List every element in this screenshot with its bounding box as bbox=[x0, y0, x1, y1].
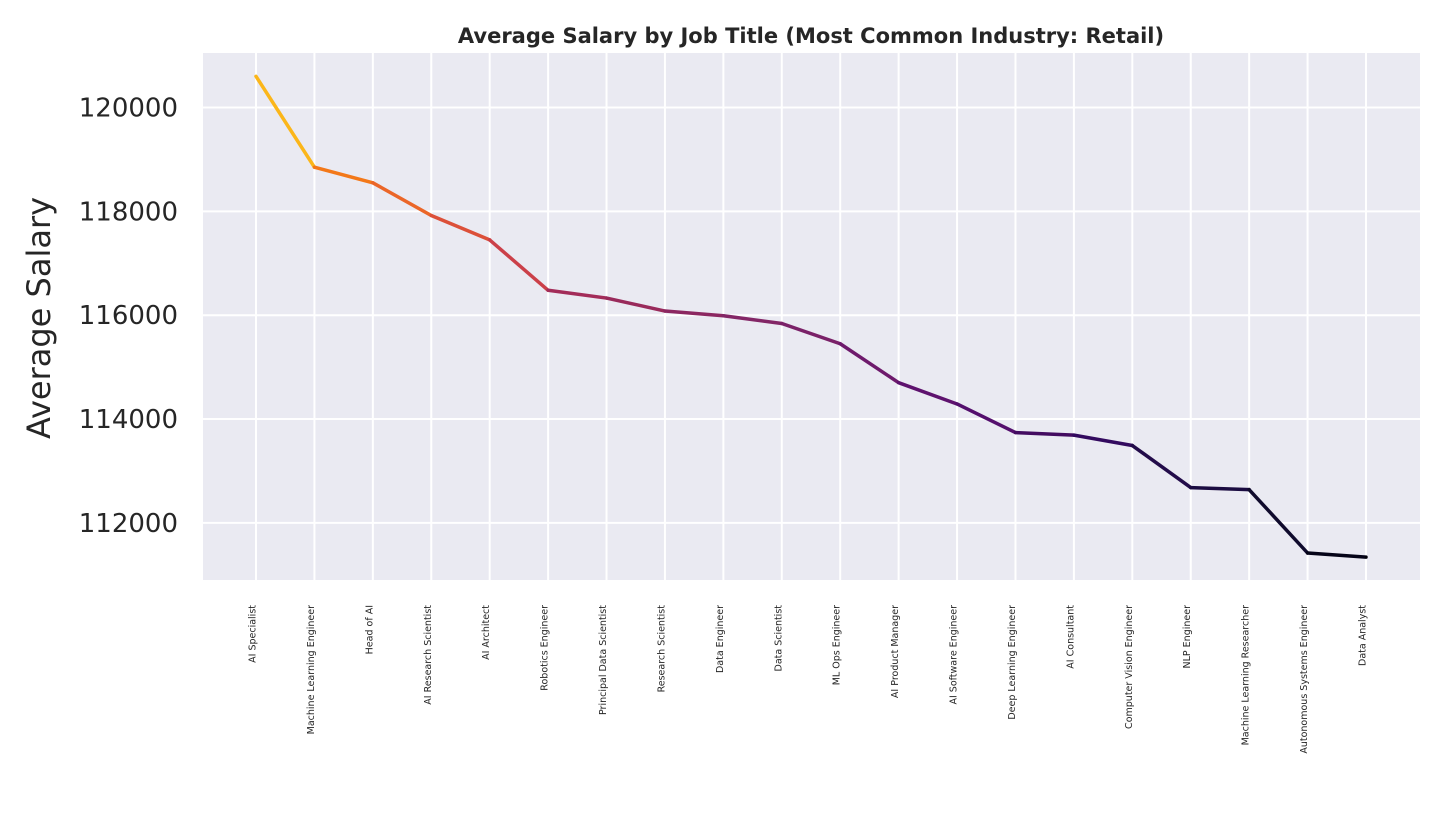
x-tick-label: Deep Learning Engineer bbox=[1007, 605, 1018, 720]
x-tick-label: ML Ops Engineer bbox=[832, 605, 843, 685]
line-segment bbox=[1130, 443, 1193, 490]
x-tick-label: Machine Learning Researcher bbox=[1241, 605, 1252, 745]
line-segment bbox=[1305, 551, 1368, 559]
data-point bbox=[430, 214, 433, 217]
y-axis-ticks: 112000 114000 116000 118000 120000 bbox=[79, 94, 178, 539]
line-segment bbox=[1072, 433, 1135, 448]
x-tick-label: Data Engineer bbox=[715, 605, 726, 673]
x-tick-label: Autonomous Systems Engineer bbox=[1299, 605, 1310, 754]
data-point bbox=[488, 238, 491, 242]
y-tick-label: 114000 bbox=[79, 405, 178, 435]
data-point bbox=[1131, 444, 1134, 447]
data-point bbox=[1364, 555, 1368, 559]
line-segment bbox=[371, 181, 434, 218]
x-tick-label: AI Specialist bbox=[248, 605, 259, 663]
plot-area bbox=[203, 53, 1420, 580]
x-tick-label: AI Software Engineer bbox=[949, 605, 960, 705]
x-tick-label: Computer Vision Engineer bbox=[1124, 605, 1135, 729]
x-tick-label: Research Scientist bbox=[656, 605, 667, 693]
line-segment bbox=[780, 321, 842, 346]
x-tick-label: AI Product Manager bbox=[890, 605, 901, 698]
line-segment bbox=[487, 238, 550, 293]
line-segment bbox=[955, 402, 1018, 435]
data-point bbox=[722, 314, 725, 317]
data-point bbox=[1247, 488, 1251, 491]
data-point bbox=[955, 402, 959, 406]
x-tick-label: AI Architect bbox=[481, 605, 492, 660]
x-tick-label: Machine Learning Engineer bbox=[306, 605, 317, 734]
x-tick-label: Data Analyst bbox=[1358, 605, 1369, 666]
line-segment bbox=[604, 296, 667, 313]
data-point bbox=[254, 75, 258, 78]
x-tick-label: AI Research Scientist bbox=[423, 605, 434, 705]
grid-lines bbox=[203, 53, 1420, 580]
data-point bbox=[897, 381, 900, 384]
data-point bbox=[371, 181, 375, 185]
x-tick-label: Principal Data Scientist bbox=[598, 605, 609, 715]
data-point bbox=[1072, 433, 1076, 437]
chart-title: Average Salary by Job Title (Most Common… bbox=[458, 24, 1164, 48]
y-tick-label: 112000 bbox=[79, 509, 178, 539]
x-tick-label: Robotics Engineer bbox=[540, 605, 551, 691]
y-tick-label: 120000 bbox=[79, 94, 178, 124]
line-segment bbox=[546, 288, 609, 300]
line-segment bbox=[1013, 430, 1076, 437]
line-segment bbox=[254, 74, 317, 169]
y-axis-label: Average Salary bbox=[20, 197, 58, 439]
data-point bbox=[663, 309, 667, 313]
data-point bbox=[546, 289, 550, 292]
y-tick-label: 116000 bbox=[79, 301, 178, 331]
data-point bbox=[1014, 431, 1017, 434]
line-segment bbox=[312, 165, 375, 185]
line-segment bbox=[721, 313, 784, 326]
x-axis-ticks: AI Specialist Machine Learning Engineer He… bbox=[248, 605, 1369, 754]
line-segment bbox=[663, 309, 726, 318]
line-segment bbox=[1247, 487, 1310, 555]
x-tick-label: AI Consultant bbox=[1065, 605, 1076, 669]
x-tick-label: Head of AI bbox=[364, 605, 375, 654]
line-segment bbox=[896, 380, 959, 406]
x-tick-label: Data Scientist bbox=[773, 605, 784, 672]
data-point bbox=[839, 342, 842, 345]
y-tick-label: 118000 bbox=[79, 197, 178, 227]
salary-line bbox=[254, 74, 1368, 559]
line-segment bbox=[1188, 485, 1251, 492]
x-tick-label: NLP Engineer bbox=[1182, 605, 1193, 669]
data-point bbox=[780, 322, 783, 325]
data-point bbox=[1189, 486, 1192, 489]
data-point bbox=[1306, 551, 1309, 555]
data-point bbox=[605, 296, 608, 300]
data-point bbox=[313, 166, 316, 169]
line-segment bbox=[429, 213, 492, 242]
line-segment bbox=[838, 342, 901, 385]
